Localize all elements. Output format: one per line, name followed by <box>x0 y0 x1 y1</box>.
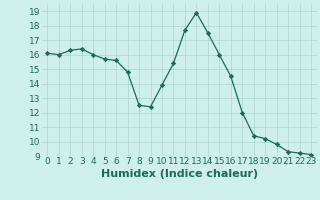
X-axis label: Humidex (Indice chaleur): Humidex (Indice chaleur) <box>100 169 258 179</box>
